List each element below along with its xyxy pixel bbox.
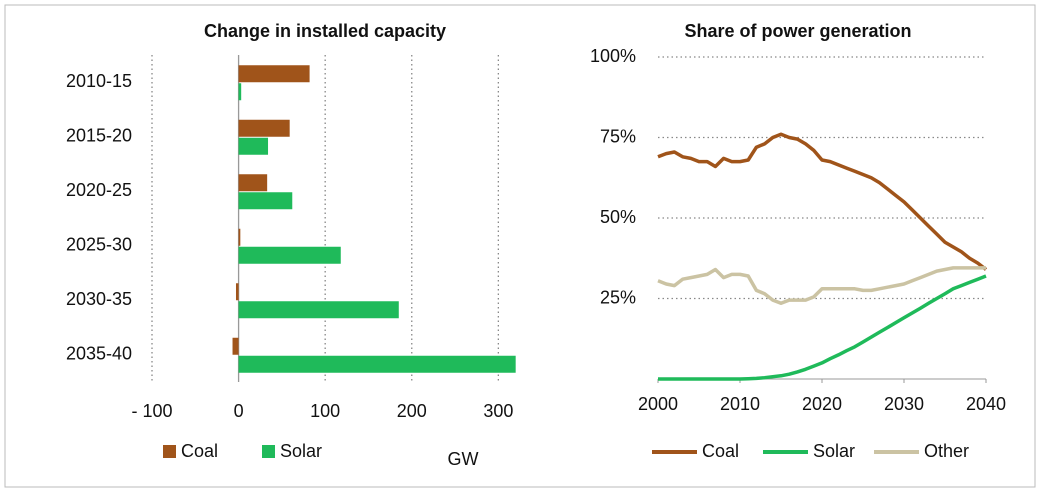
y-tick-label: 75% (600, 126, 636, 146)
legend-swatch (163, 445, 176, 458)
x-tick-label: 2000 (638, 394, 678, 414)
frame (4, 4, 1036, 488)
line (657, 132, 988, 271)
y-tick-label: 50% (600, 207, 636, 227)
chart-title: Change in installed capacity (204, 21, 446, 41)
bar (238, 119, 290, 137)
bar (238, 192, 293, 210)
x-tick-label: 2010 (720, 394, 760, 414)
y-tick-label: 25% (600, 287, 636, 307)
legend-swatch (262, 445, 275, 458)
legend-label: Solar (280, 441, 322, 461)
category-label: 2030-35 (66, 289, 132, 309)
chart-title: Share of power generation (684, 21, 911, 41)
bar (238, 174, 268, 192)
x-tick-label: 2020 (802, 394, 842, 414)
legend-label: Solar (813, 441, 855, 461)
x-tick-label: 0 (234, 401, 244, 421)
bar (238, 65, 310, 83)
x-tick-label: 200 (397, 401, 427, 421)
line (657, 266, 986, 306)
category-label: 2020-25 (66, 180, 132, 200)
x-tick-label: - 100 (131, 401, 172, 421)
bar (232, 337, 239, 355)
bar (238, 246, 341, 264)
bar (238, 228, 241, 246)
y-tick-label: 100% (590, 46, 636, 66)
x-tick-label: 2040 (966, 394, 1006, 414)
x-tick-label: 2030 (884, 394, 924, 414)
bar (238, 301, 399, 319)
x-axis-label: GW (448, 449, 479, 469)
bar (238, 137, 269, 155)
bar (238, 83, 242, 101)
line (658, 274, 987, 381)
category-label: 2010-15 (66, 71, 132, 91)
category-label: 2025-30 (66, 235, 132, 255)
bar (238, 355, 516, 373)
category-label: 2035-40 (66, 344, 132, 364)
bar (235, 283, 239, 301)
legend-label: Coal (702, 441, 739, 461)
x-tick-label: 300 (483, 401, 513, 421)
legend-label: Coal (181, 441, 218, 461)
category-label: 2015-20 (66, 126, 132, 146)
legend-label: Other (924, 441, 969, 461)
x-tick-label: 100 (310, 401, 340, 421)
